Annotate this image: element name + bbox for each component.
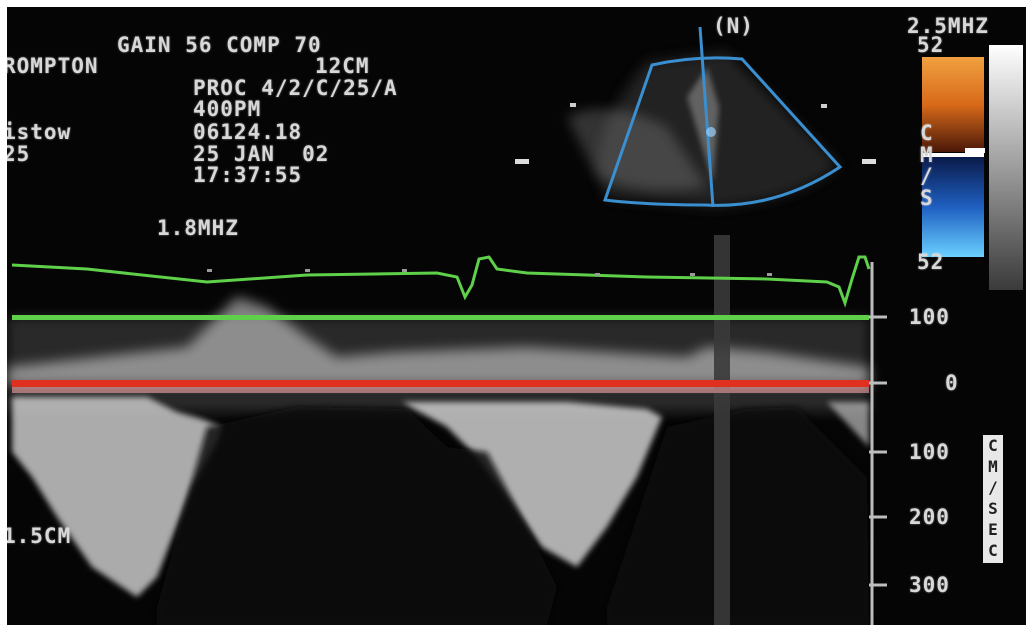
spectral-envelope-3 [827,402,869,447]
study-time: 17:37:55 [193,163,303,187]
velocity-unit-char-1: C [988,436,998,455]
velocity-tick-200: 200 [909,505,950,529]
velocity-tick-0: 0 [945,371,959,395]
velocity-unit-char-3: / [988,478,998,497]
color-scale-bottom: 52 [917,250,945,274]
processing-readout: PROC 4/2/C/25/A [193,76,398,100]
velocity-unit-char-4: S [988,499,998,518]
prf-readout: 400PM [193,97,262,121]
spectral-envelope-2 [402,402,662,567]
study-date: 25 JAN 02 [193,142,330,166]
velocity-tick-300: 300 [909,573,950,597]
velocity-unit-char-6: C [988,541,998,560]
color-scale-top: 52 [917,33,945,57]
zero-baseline [12,380,869,387]
ecg-trace [11,255,871,308]
orientation-marker: (N) [713,14,754,38]
color-unit-s: S [920,186,934,210]
doppler-graphics [7,26,1023,625]
color-unit-slash: / [920,164,934,188]
velocity-unit-char-2: M [988,457,998,476]
side-marker [862,159,876,164]
velocity-tick-100: 100 [909,440,950,464]
doppler-cursor-line [698,26,715,208]
green-reference-line [12,315,869,320]
velocity-unit-char-5: E [988,520,998,539]
velocity-unit-label: C M / S E C [983,435,1003,563]
depth-readout: 12CM [315,54,370,78]
sector-image [515,26,876,208]
ultrasound-screen: GAIN 56 COMP 70 ROMPTON 12CM PROC 4/2/C/… [7,7,1026,625]
center-marker [515,159,529,164]
color-frequency: 2.5MHZ [907,14,989,38]
sample-depth-label: 1.5CM [7,524,72,548]
color-unit-m: M [920,143,934,167]
doppler-frequency: 1.8MHZ [157,216,239,240]
velocity-tick-100-top: 100 [909,305,950,329]
color-velocity-bar [922,45,1023,290]
study-id: 06124.18 [193,120,303,144]
sector-outline [602,56,843,207]
color-unit-c: C [920,121,934,145]
hospital-label-2: 25 [7,142,31,166]
grayscale-bar [989,45,1023,290]
spectral-envelope-1 [12,397,222,597]
hospital-label: istow [7,120,72,144]
patient-name: ROMPTON [7,54,99,78]
gain-comp-readout: GAIN 56 COMP 70 [117,33,322,57]
doppler-sweep-cursor [714,235,730,625]
spectral-doppler [7,235,887,625]
